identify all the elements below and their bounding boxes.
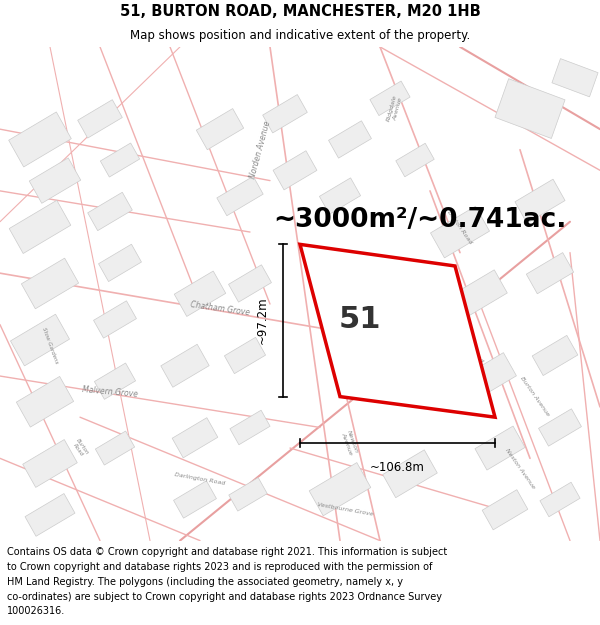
Polygon shape xyxy=(100,143,140,177)
Polygon shape xyxy=(23,439,77,488)
Text: Burton
Road: Burton Road xyxy=(70,438,90,459)
Text: Ridgdale
Avenue: Ridgdale Avenue xyxy=(386,94,404,123)
Polygon shape xyxy=(515,179,565,223)
Text: Norden Avenue: Norden Avenue xyxy=(248,120,272,179)
Text: Everett Road: Everett Road xyxy=(456,327,484,364)
Polygon shape xyxy=(196,109,244,150)
Polygon shape xyxy=(25,494,75,536)
Text: Chatham Grove: Chatham Grove xyxy=(190,301,250,318)
Text: Neston Avenue: Neston Avenue xyxy=(504,448,536,489)
Polygon shape xyxy=(396,143,434,177)
Polygon shape xyxy=(174,271,226,316)
Polygon shape xyxy=(10,314,70,366)
Polygon shape xyxy=(229,265,271,302)
Polygon shape xyxy=(16,376,74,427)
Text: co-ordinates) are subject to Crown copyright and database rights 2023 Ordnance S: co-ordinates) are subject to Crown copyr… xyxy=(7,592,442,602)
Polygon shape xyxy=(309,462,371,516)
Polygon shape xyxy=(29,158,81,203)
Polygon shape xyxy=(8,112,71,167)
Polygon shape xyxy=(22,258,79,309)
Polygon shape xyxy=(173,481,217,518)
Polygon shape xyxy=(230,410,270,445)
Polygon shape xyxy=(475,426,525,470)
Polygon shape xyxy=(526,253,574,294)
Polygon shape xyxy=(263,94,307,133)
Text: 51, BURTON ROAD, MANCHESTER, M20 1HB: 51, BURTON ROAD, MANCHESTER, M20 1HB xyxy=(119,4,481,19)
Polygon shape xyxy=(552,59,598,97)
Text: HM Land Registry. The polygons (including the associated geometry, namely x, y: HM Land Registry. The polygons (includin… xyxy=(7,577,403,587)
Polygon shape xyxy=(539,409,581,446)
Polygon shape xyxy=(383,450,437,498)
Polygon shape xyxy=(95,431,134,465)
Polygon shape xyxy=(217,176,263,216)
Polygon shape xyxy=(482,489,528,530)
Text: Vestbourne Grove: Vestbourne Grove xyxy=(317,503,373,517)
Text: Map shows position and indicative extent of the property.: Map shows position and indicative extent… xyxy=(130,29,470,42)
Text: 100026316.: 100026316. xyxy=(7,606,65,616)
Polygon shape xyxy=(94,363,136,399)
Polygon shape xyxy=(300,244,495,418)
Text: Newton
Avenue: Newton Avenue xyxy=(341,430,359,456)
Polygon shape xyxy=(77,99,122,138)
Text: ~3000m²/~0.741ac.: ~3000m²/~0.741ac. xyxy=(274,207,566,232)
Polygon shape xyxy=(172,418,218,458)
Polygon shape xyxy=(540,482,580,517)
Text: Burton Avenue: Burton Avenue xyxy=(520,376,551,418)
Text: ~97.2m: ~97.2m xyxy=(256,297,269,344)
Polygon shape xyxy=(370,81,410,116)
Polygon shape xyxy=(532,336,578,376)
Polygon shape xyxy=(161,344,209,388)
Text: to Crown copyright and database rights 2023 and is reproduced with the permissio: to Crown copyright and database rights 2… xyxy=(7,562,433,572)
Text: ~106.8m: ~106.8m xyxy=(370,461,425,474)
Text: Contains OS data © Crown copyright and database right 2021. This information is : Contains OS data © Crown copyright and d… xyxy=(7,548,448,558)
Polygon shape xyxy=(495,79,565,139)
Polygon shape xyxy=(88,192,133,231)
Polygon shape xyxy=(273,151,317,190)
Polygon shape xyxy=(94,301,136,338)
Text: Malvern Grove: Malvern Grove xyxy=(82,384,138,398)
Polygon shape xyxy=(329,121,371,158)
Polygon shape xyxy=(98,244,142,282)
Polygon shape xyxy=(430,206,490,258)
Text: 51: 51 xyxy=(339,305,381,334)
Text: Stow Gardens: Stow Gardens xyxy=(41,326,59,364)
Text: Darlington Road: Darlington Road xyxy=(174,472,226,486)
Polygon shape xyxy=(319,178,361,214)
Text: Burton Road: Burton Road xyxy=(446,209,473,244)
Polygon shape xyxy=(453,270,507,318)
Polygon shape xyxy=(9,200,71,254)
Polygon shape xyxy=(224,338,266,374)
Polygon shape xyxy=(464,352,517,399)
Polygon shape xyxy=(229,478,267,511)
